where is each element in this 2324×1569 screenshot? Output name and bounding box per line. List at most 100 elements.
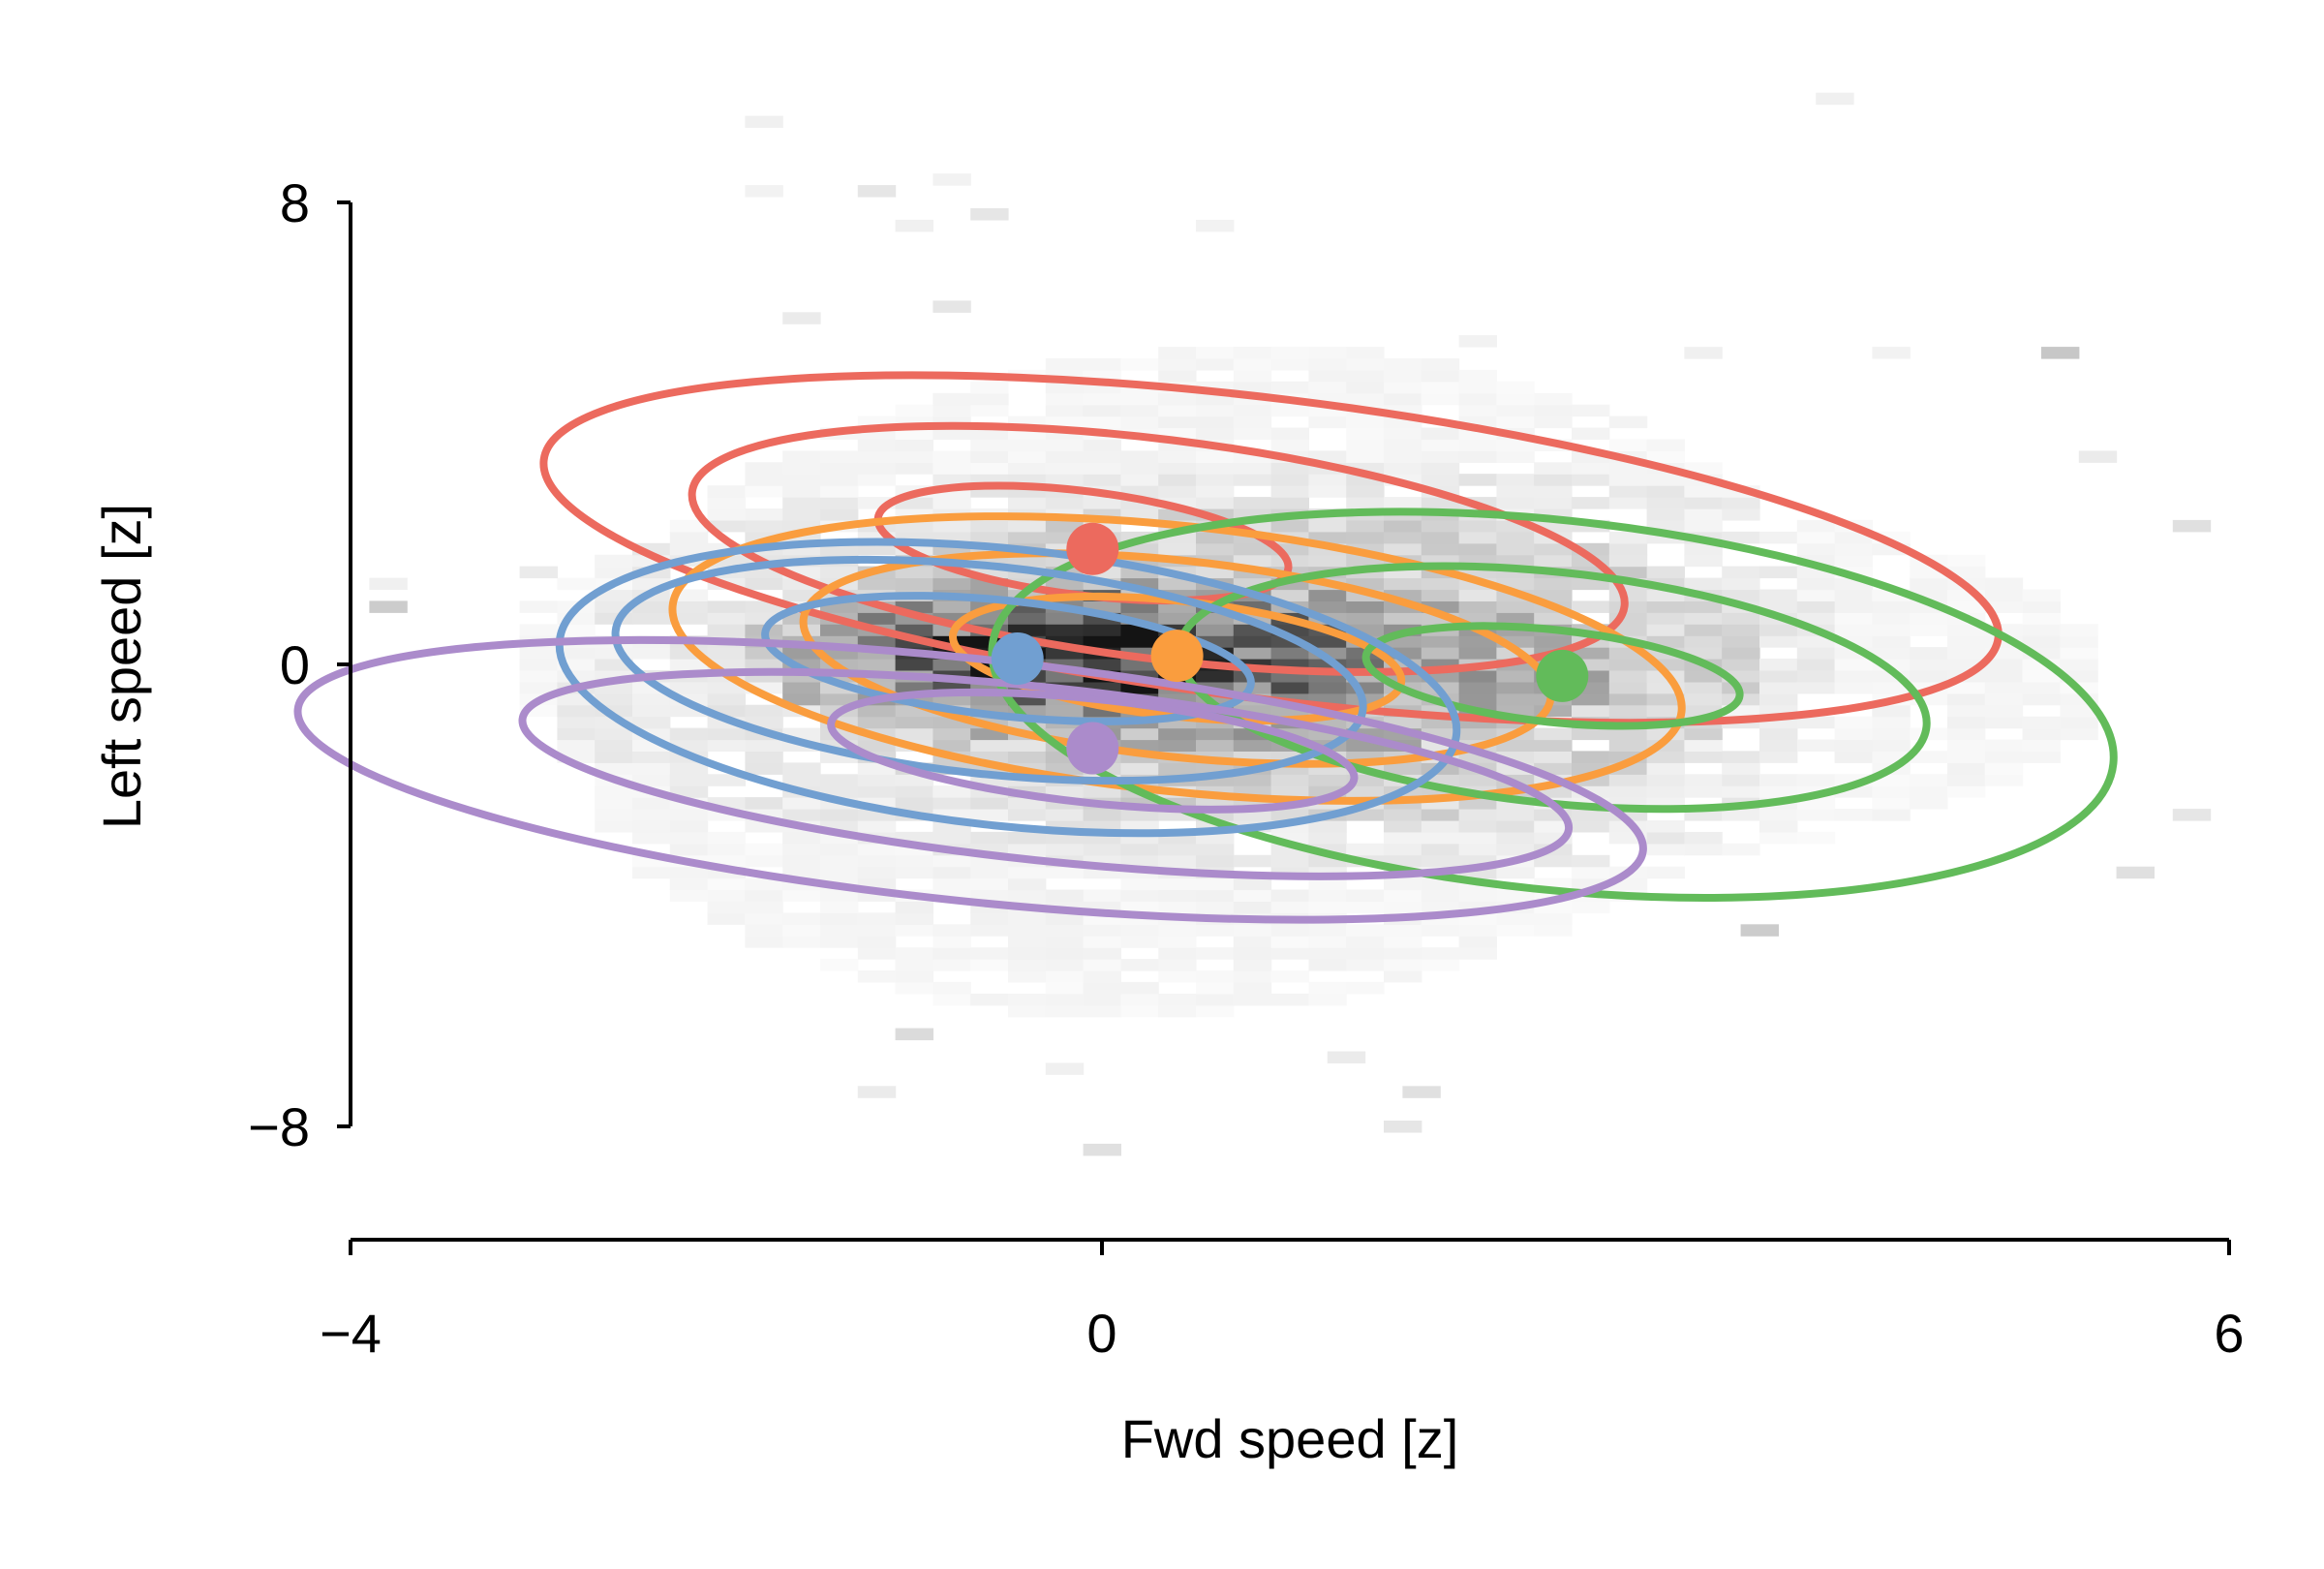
histogram-bin — [1608, 681, 1648, 694]
histogram-bin — [1722, 497, 1760, 509]
histogram-bin — [1684, 843, 1723, 856]
histogram-bin — [1120, 415, 1159, 429]
histogram-bin — [1008, 959, 1047, 971]
histogram-bin — [1008, 1004, 1047, 1018]
histogram-bin — [857, 1086, 897, 1098]
histogram-bin — [1458, 542, 1497, 556]
histogram-bin — [1384, 531, 1422, 544]
histogram-bin — [1572, 647, 1610, 660]
histogram-bin — [1984, 577, 2024, 591]
histogram-bin — [595, 797, 633, 810]
histogram-bin — [1646, 751, 1685, 763]
histogram-bin — [1421, 450, 1460, 463]
histogram-bin — [745, 877, 783, 891]
histogram-bin — [895, 450, 933, 463]
histogram-bin — [519, 681, 558, 694]
histogram-bin — [1834, 624, 1873, 636]
histogram-bin — [1120, 474, 1159, 486]
histogram-bin — [1008, 497, 1047, 509]
histogram-bin — [1270, 774, 1309, 786]
histogram-bin — [2172, 809, 2212, 821]
histogram-bin — [1834, 716, 1873, 729]
histogram-bin — [1496, 554, 1535, 568]
histogram-bin — [1421, 531, 1460, 544]
histogram-bin — [745, 912, 783, 925]
histogram-bin — [745, 462, 783, 475]
histogram-bin — [1984, 670, 2024, 683]
histogram-bin — [1684, 681, 1723, 694]
histogram-bin — [1834, 612, 1873, 625]
histogram-bin — [1684, 347, 1723, 359]
histogram-bin — [1684, 774, 1723, 786]
histogram-bin — [1534, 577, 1573, 591]
histogram-bin — [1308, 635, 1347, 648]
histogram-bin — [745, 854, 783, 868]
histogram-bin — [895, 462, 933, 475]
histogram-bin — [595, 739, 633, 752]
histogram-bin — [1608, 439, 1648, 451]
histogram-bin — [1158, 392, 1197, 406]
histogram-bin — [857, 912, 897, 925]
histogram-bin — [1120, 854, 1159, 868]
histogram-bin — [1646, 774, 1685, 786]
histogram-bin — [895, 959, 933, 971]
histogram-bin — [1496, 415, 1535, 429]
histogram-bin — [1270, 439, 1309, 451]
histogram-bin — [1984, 681, 2024, 694]
histogram-bin — [1534, 474, 1573, 486]
histogram-bin — [895, 901, 933, 913]
histogram-bin — [895, 577, 933, 591]
histogram-bin — [1045, 947, 1085, 960]
histogram-bin — [820, 485, 859, 498]
histogram-bin — [1458, 797, 1497, 810]
series-4-ellipse-2 — [611, 555, 1367, 785]
histogram-bin — [1308, 600, 1347, 613]
histogram-bin — [1646, 831, 1685, 845]
histogram-bin — [1384, 462, 1422, 475]
histogram-bin — [1196, 474, 1235, 486]
histogram-bin — [1233, 542, 1272, 556]
histogram-bin — [1722, 612, 1760, 625]
histogram-bin — [1684, 462, 1723, 475]
histogram-bin — [1196, 462, 1235, 475]
histogram-bin — [745, 577, 783, 591]
histogram-bin — [1120, 924, 1159, 937]
histogram-bin — [1646, 762, 1685, 775]
histogram-bin — [1270, 681, 1309, 694]
histogram-bin — [745, 901, 783, 913]
histogram-bin — [745, 924, 783, 937]
histogram-bin — [1196, 347, 1235, 359]
histogram-bin — [1270, 936, 1309, 948]
histogram-bin — [1270, 589, 1309, 601]
histogram-bin — [1684, 751, 1723, 763]
histogram-bin — [857, 704, 897, 718]
histogram-bin — [782, 762, 821, 775]
histogram-bin — [1534, 404, 1573, 417]
histogram-bin — [970, 381, 1009, 394]
histogram-bin — [1233, 369, 1272, 383]
histogram-bin — [632, 774, 671, 786]
histogram-bin — [1796, 612, 1836, 625]
histogram-bin — [1684, 624, 1723, 636]
histogram-bin — [933, 866, 971, 879]
histogram-bin — [1346, 497, 1385, 509]
y-tick-label: −8 — [248, 1096, 310, 1157]
histogram-bin — [1646, 600, 1685, 613]
histogram-bin — [1196, 854, 1235, 868]
histogram-bin — [1120, 993, 1159, 1006]
histogram-bin — [1233, 774, 1272, 786]
histogram-bin — [1346, 519, 1385, 533]
histogram-bin — [1045, 462, 1085, 475]
histogram-bin — [1534, 462, 1573, 475]
histogram-bin — [1722, 589, 1760, 601]
histogram-bin — [1796, 739, 1836, 752]
histogram-bin — [857, 474, 897, 486]
histogram-bin — [1421, 519, 1460, 533]
histogram-bin — [933, 877, 971, 891]
histogram-bin — [1534, 854, 1573, 868]
histogram-bin — [1816, 92, 1854, 106]
histogram-bin — [970, 439, 1009, 451]
histogram-bin — [1233, 415, 1272, 429]
histogram-bin — [895, 947, 933, 960]
histogram-bin — [1947, 727, 1986, 741]
